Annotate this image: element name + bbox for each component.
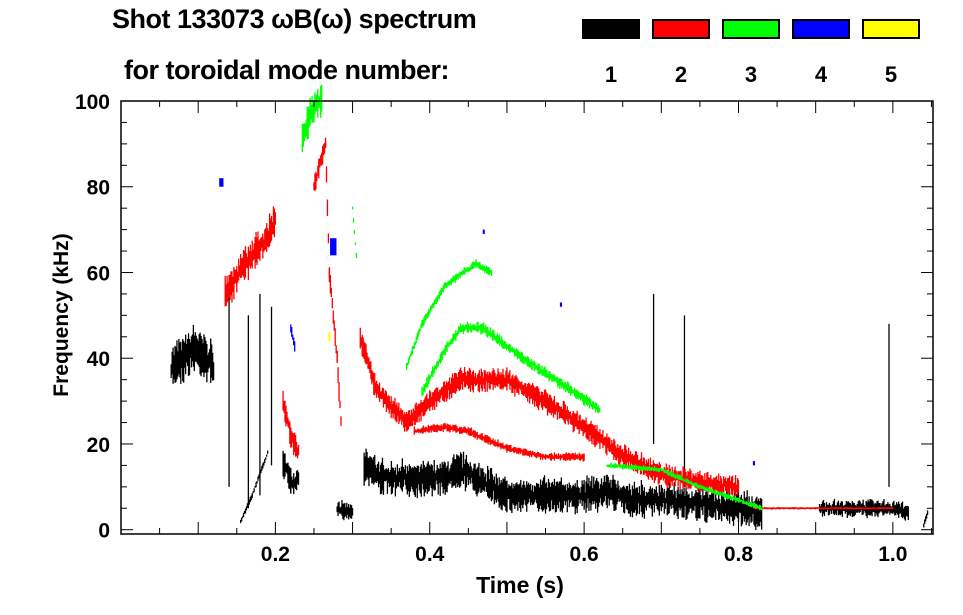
mode-2-feature bbox=[313, 137, 342, 426]
legend-swatch-mode-2 bbox=[652, 19, 710, 39]
mode-2-feature bbox=[413, 423, 585, 462]
mode-3-feature bbox=[301, 84, 323, 153]
legend-label-mode-4: 4 bbox=[814, 62, 828, 87]
legend-swatch-mode-3 bbox=[722, 19, 780, 39]
legend-caption: for toroidal mode number: bbox=[124, 55, 450, 85]
y-tick-label: 20 bbox=[87, 434, 110, 457]
legend-label-mode-2: 2 bbox=[674, 62, 688, 87]
x-tick-label: 0.8 bbox=[724, 543, 754, 566]
y-tick-label: 60 bbox=[87, 262, 110, 285]
x-tick-label: 0.2 bbox=[261, 543, 290, 566]
legend-label-mode-3: 3 bbox=[744, 62, 758, 87]
legend-swatch-mode-5 bbox=[862, 19, 920, 39]
y-tick-label: 80 bbox=[87, 177, 110, 200]
mode-1-feature bbox=[363, 448, 763, 530]
mode-3-feature bbox=[421, 321, 601, 414]
mode-2-feature bbox=[282, 390, 300, 459]
mode-3-feature bbox=[606, 462, 763, 511]
mode-1-feature bbox=[818, 498, 909, 521]
mode-1-feature bbox=[170, 324, 215, 384]
plot-frame bbox=[120, 100, 934, 535]
mode-1-feature bbox=[923, 510, 929, 528]
mode-3-feature bbox=[351, 206, 358, 259]
y-tick-label: 40 bbox=[87, 348, 110, 371]
mode-1-feature bbox=[282, 450, 300, 495]
mode-2-feature bbox=[224, 206, 277, 307]
legend-swatch-mode-1 bbox=[582, 19, 640, 39]
x-tick-label: 1.0 bbox=[878, 543, 907, 566]
y-tick-label: 100 bbox=[75, 91, 110, 114]
mode-1-feature bbox=[336, 500, 354, 521]
mode-1-feature bbox=[239, 450, 269, 524]
mode-2-feature bbox=[753, 506, 894, 510]
mode-4-feature bbox=[290, 324, 296, 352]
y-axis-label: Frequency (kHz) bbox=[50, 233, 73, 397]
chart-title: Shot 133073 ωB(ω) spectrum bbox=[112, 4, 477, 34]
x-tick-label: 0.6 bbox=[570, 543, 599, 566]
legend-label-mode-5: 5 bbox=[884, 62, 898, 87]
legend-swatch-mode-4 bbox=[792, 19, 850, 39]
y-tick-label: 0 bbox=[98, 520, 110, 543]
x-tick-label: 0.4 bbox=[415, 543, 445, 566]
mode-3-feature bbox=[405, 259, 493, 371]
x-axis-label: Time (s) bbox=[476, 572, 564, 598]
legend-label-mode-1: 1 bbox=[604, 62, 618, 87]
